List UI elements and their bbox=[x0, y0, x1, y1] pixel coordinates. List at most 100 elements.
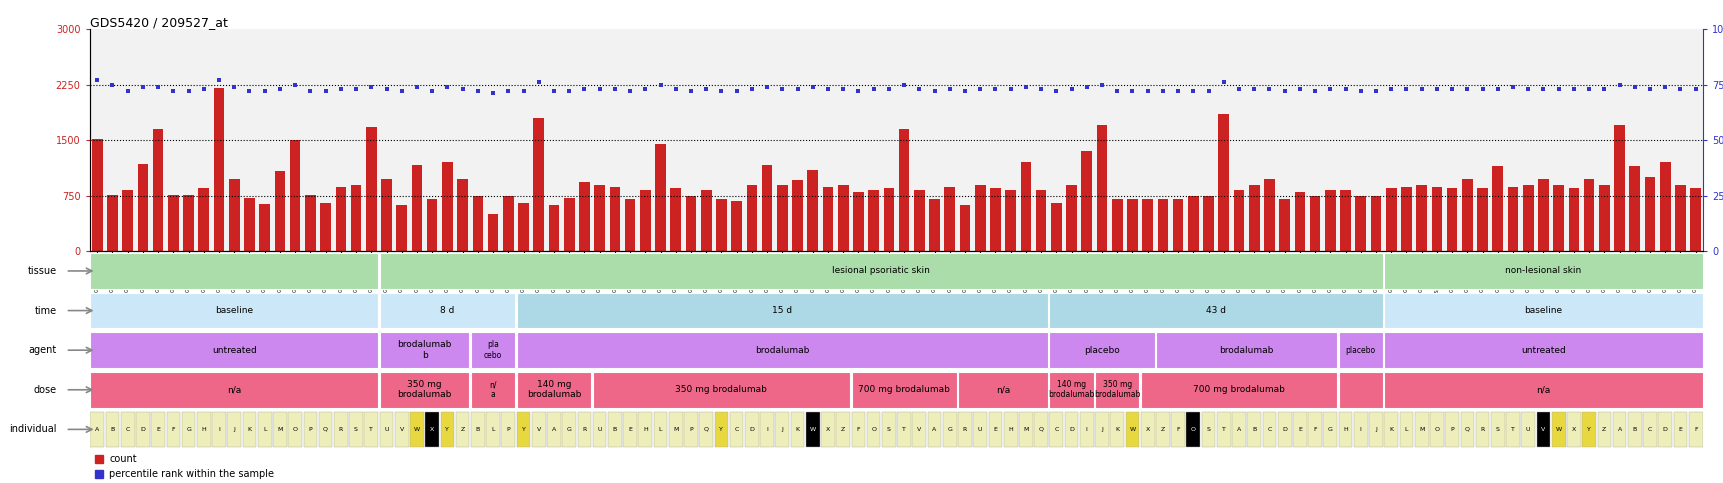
Text: Y: Y bbox=[445, 427, 450, 432]
Point bbox=[1620, 83, 1647, 91]
Point bbox=[281, 81, 308, 88]
Text: G: G bbox=[567, 427, 572, 432]
Text: E: E bbox=[992, 427, 998, 432]
Bar bbox=[805, 412, 818, 447]
Bar bbox=[1216, 412, 1230, 447]
Point bbox=[615, 87, 643, 95]
Bar bbox=[229, 179, 239, 251]
Text: T: T bbox=[369, 427, 372, 432]
Bar bbox=[1049, 293, 1382, 328]
Text: 15 d: 15 d bbox=[772, 306, 793, 315]
Bar bbox=[1187, 196, 1197, 251]
Bar bbox=[105, 412, 119, 447]
Text: H: H bbox=[202, 427, 207, 432]
Bar bbox=[1094, 372, 1139, 408]
Text: agent: agent bbox=[29, 345, 57, 355]
Bar bbox=[1658, 412, 1671, 447]
Bar bbox=[91, 139, 103, 251]
Bar bbox=[1444, 412, 1458, 447]
Text: Z: Z bbox=[841, 427, 844, 432]
Text: K: K bbox=[794, 427, 799, 432]
Bar bbox=[426, 412, 439, 447]
Bar bbox=[153, 129, 164, 251]
Bar bbox=[212, 412, 226, 447]
Bar bbox=[1566, 412, 1580, 447]
Text: B: B bbox=[476, 427, 479, 432]
Text: F: F bbox=[1694, 427, 1697, 432]
Bar bbox=[579, 182, 589, 251]
Point bbox=[1346, 87, 1373, 95]
Bar bbox=[532, 412, 544, 447]
Bar bbox=[700, 412, 713, 447]
Bar bbox=[837, 185, 848, 251]
Bar bbox=[517, 293, 1048, 328]
Bar bbox=[1628, 166, 1639, 251]
Text: R: R bbox=[963, 427, 967, 432]
Point bbox=[813, 85, 841, 93]
Bar bbox=[1385, 188, 1396, 251]
Bar bbox=[1521, 185, 1533, 251]
Point bbox=[1392, 85, 1420, 93]
Text: L: L bbox=[491, 427, 495, 432]
Text: O: O bbox=[1434, 427, 1439, 432]
Bar bbox=[258, 204, 271, 251]
Bar bbox=[1644, 177, 1654, 251]
Bar bbox=[334, 412, 348, 447]
Point bbox=[1225, 85, 1253, 93]
Bar bbox=[713, 412, 727, 447]
Point bbox=[1072, 83, 1099, 91]
Point bbox=[967, 85, 994, 93]
Bar bbox=[1446, 188, 1456, 251]
Bar bbox=[1416, 185, 1427, 251]
Point bbox=[1194, 87, 1222, 95]
Bar bbox=[1551, 412, 1564, 447]
Text: M: M bbox=[277, 427, 283, 432]
Text: W: W bbox=[414, 427, 420, 432]
Point bbox=[1011, 83, 1039, 91]
Point bbox=[631, 85, 658, 93]
Bar bbox=[470, 412, 484, 447]
Bar bbox=[1659, 162, 1670, 251]
Text: D: D bbox=[1282, 427, 1287, 432]
Text: R: R bbox=[582, 427, 586, 432]
Point bbox=[737, 85, 765, 93]
Bar bbox=[960, 205, 970, 251]
Bar bbox=[1675, 185, 1685, 251]
Point bbox=[980, 85, 1008, 93]
Bar bbox=[1080, 151, 1091, 251]
Point bbox=[693, 85, 720, 93]
Point bbox=[860, 85, 887, 93]
Point bbox=[1316, 85, 1344, 93]
Point bbox=[1575, 85, 1602, 93]
Text: J: J bbox=[1101, 427, 1103, 432]
Bar bbox=[1263, 179, 1273, 251]
Bar bbox=[441, 162, 453, 251]
Point bbox=[1118, 87, 1146, 95]
Bar bbox=[1582, 412, 1595, 447]
Point bbox=[312, 87, 339, 95]
Text: A: A bbox=[95, 427, 100, 432]
Bar bbox=[470, 372, 515, 408]
Bar bbox=[1247, 185, 1260, 251]
Point bbox=[646, 81, 674, 88]
Bar bbox=[942, 412, 956, 447]
Bar bbox=[1049, 372, 1092, 408]
Text: C: C bbox=[1266, 427, 1272, 432]
Bar bbox=[622, 412, 636, 447]
Text: V: V bbox=[400, 427, 403, 432]
Bar bbox=[670, 188, 681, 251]
Bar bbox=[1156, 199, 1168, 251]
Bar bbox=[1201, 412, 1215, 447]
Text: M: M bbox=[1022, 427, 1029, 432]
Bar bbox=[410, 412, 424, 447]
Text: D: D bbox=[750, 427, 755, 432]
Text: S: S bbox=[886, 427, 891, 432]
Text: T: T bbox=[1509, 427, 1515, 432]
Point bbox=[889, 81, 917, 88]
Bar bbox=[624, 199, 636, 251]
Point bbox=[357, 83, 384, 91]
Bar bbox=[136, 412, 150, 447]
Point bbox=[555, 87, 582, 95]
Bar bbox=[412, 165, 422, 251]
Point bbox=[844, 87, 872, 95]
